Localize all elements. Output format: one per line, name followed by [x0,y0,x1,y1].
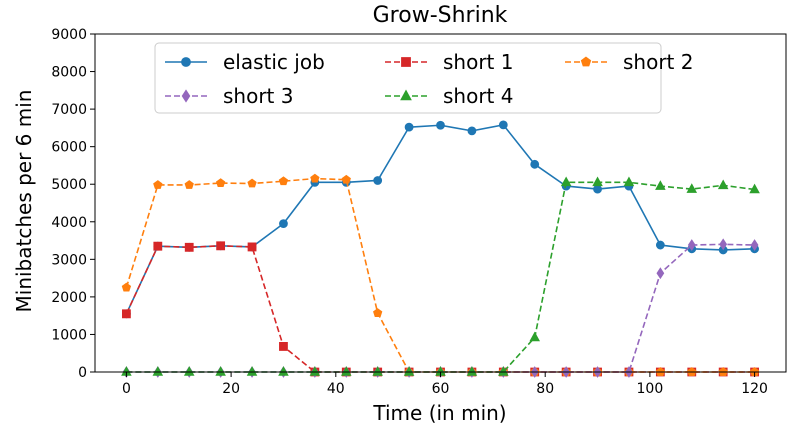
data-point-short-4 [183,366,195,376]
data-point-short-2 [121,282,132,292]
series-short-4 [121,176,760,376]
data-point-short-3 [719,238,728,251]
data-point-elastic-job [404,122,414,132]
data-point-short-1 [247,242,257,252]
series-line-short-3 [126,243,755,373]
legend-label-short-2: short 2 [623,50,693,74]
data-point-short-4 [655,180,666,190]
series-elastic-job [122,120,759,319]
legend-label-short-3: short 3 [223,84,293,108]
legend-marker-short-3 [181,89,191,103]
data-point-short-2 [341,174,351,184]
legend-label-elastic-job: elastic job [223,50,325,74]
series-line-short-1 [125,245,755,373]
series-short-1 [122,241,759,377]
data-point-elastic-job [593,184,602,194]
data-point-short-4 [686,183,698,193]
legend-box [154,42,662,114]
data-point-short-4 [215,366,226,376]
legend-marker-short-2 [580,56,592,67]
x-tick-label: 20 [222,381,240,397]
data-point-short-2 [184,180,194,189]
data-point-short-4 [749,183,760,194]
legend-item-short-1: short 1 [385,50,513,74]
y-tick-label: 6000 [51,140,87,156]
legend-label-short-4: short 4 [443,84,513,108]
legend-marker-short-4 [400,89,412,101]
chart-title: Grow-Shrink [373,3,508,28]
data-point-short-4 [466,366,478,376]
data-point-short-2 [310,173,320,183]
legend-item-elastic-job: elastic job [165,50,325,74]
y-tick-label: 7000 [51,102,87,118]
legend-item-short-3: short 3 [165,84,293,108]
data-point-short-1 [122,309,131,319]
x-tick-label: 60 [432,381,450,397]
y-tick-label: 9000 [51,27,87,43]
data-point-short-4 [309,366,321,376]
data-point-short-3 [656,267,665,280]
data-point-short-2 [215,178,226,188]
y-tick-label: 1000 [51,327,87,343]
legend-item-short-2: short 2 [565,50,693,74]
data-point-short-4 [623,176,635,187]
data-point-short-4 [278,366,289,376]
data-point-elastic-job [530,159,540,169]
y-tick-label: 8000 [51,65,87,81]
data-point-short-2 [247,178,257,188]
data-point-short-4 [340,366,352,376]
y-tick-label: 5000 [51,177,87,193]
axis-layer: 0 20 40 60 80 100 120 0 1000 2000 3000 4000 5000 6000… [51,27,787,397]
y-tick-label: 4000 [51,215,87,231]
x-axis-label: Time (in min) [372,401,506,425]
plot-series-layer [121,120,760,378]
data-point-short-4 [246,366,258,376]
data-point-short-3 [687,239,696,251]
data-point-short-2 [278,176,289,186]
data-point-short-4 [372,366,383,376]
data-point-short-4 [560,176,572,187]
data-point-elastic-job [467,126,477,136]
data-point-short-4 [529,331,541,342]
data-point-short-2 [153,180,163,189]
legend-item-short-4: short 4 [385,84,513,108]
series-short-2 [121,173,760,376]
data-point-elastic-job [498,120,508,130]
y-axis-label: Minibatches per 6 min [12,90,36,313]
data-point-short-4 [403,366,415,376]
data-point-elastic-job [436,120,445,130]
x-tick-label: 100 [637,381,664,397]
series-short-3 [122,238,759,378]
data-point-short-2 [373,308,383,317]
legend: elastic job short 1 short 2 short 3 short 4 [154,42,693,114]
data-point-short-1 [279,342,288,351]
x-tick-label: 80 [536,381,554,397]
x-tick-label: 120 [741,381,768,397]
data-point-short-4 [498,366,509,376]
legend-marker-short-1 [401,57,411,67]
x-tick-label: 0 [122,381,131,397]
data-point-elastic-job [279,219,288,229]
data-point-short-4 [592,176,603,187]
y-tick-label: 3000 [51,252,87,268]
data-point-short-4 [717,179,729,190]
data-point-short-3 [750,239,759,251]
series-line-elastic-job [125,124,755,315]
data-point-short-4 [152,366,164,376]
data-point-elastic-job [373,176,383,185]
data-point-elastic-job [655,240,665,250]
y-tick-label: 2000 [51,290,87,306]
data-point-short-1 [184,242,194,252]
x-tick-label: 40 [327,381,345,397]
data-point-short-1 [216,241,226,251]
data-point-short-1 [153,241,163,251]
legend-label-short-1: short 1 [443,50,513,74]
y-tick-label: 0 [78,365,87,381]
legend-marker-elastic-job [181,57,191,67]
